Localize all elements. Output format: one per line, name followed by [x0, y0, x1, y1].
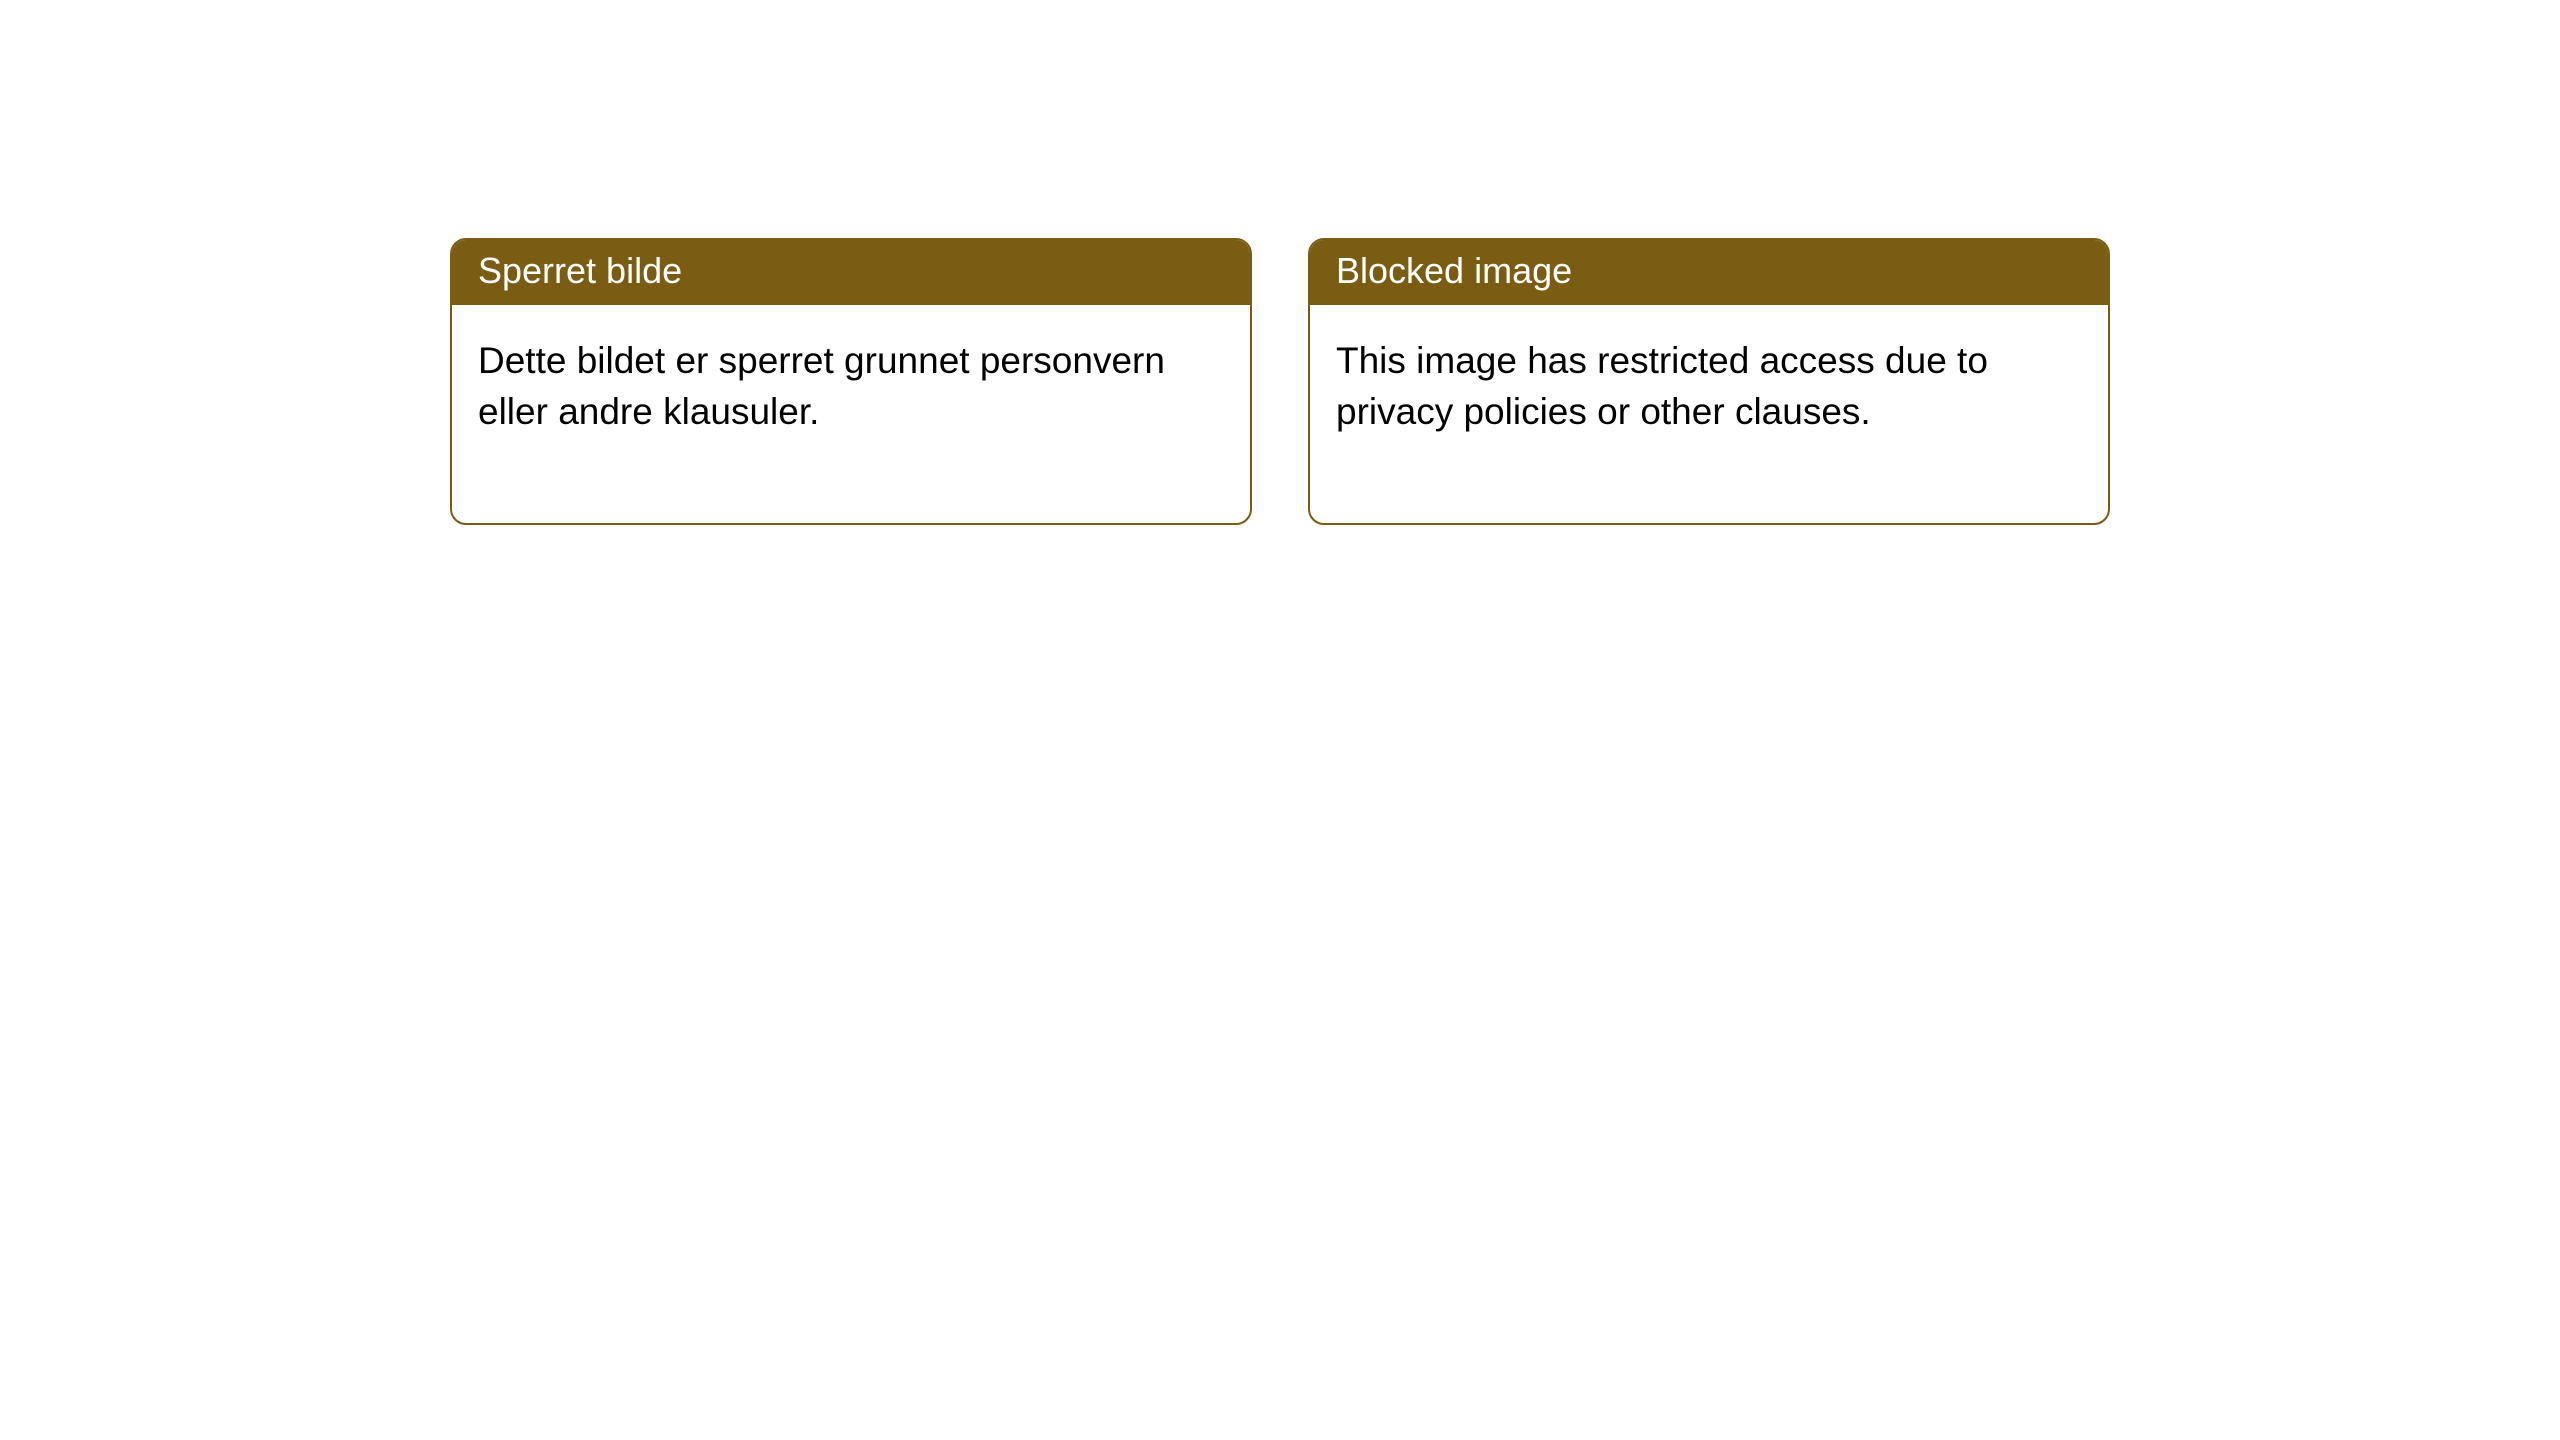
notice-header: Blocked image: [1310, 240, 2108, 305]
notice-body: Dette bildet er sperret grunnet personve…: [452, 305, 1250, 523]
notice-header: Sperret bilde: [452, 240, 1250, 305]
notice-card-english: Blocked image This image has restricted …: [1308, 238, 2110, 525]
notice-body: This image has restricted access due to …: [1310, 305, 2108, 523]
notice-container: Sperret bilde Dette bildet er sperret gr…: [0, 0, 2560, 525]
notice-card-norwegian: Sperret bilde Dette bildet er sperret gr…: [450, 238, 1252, 525]
